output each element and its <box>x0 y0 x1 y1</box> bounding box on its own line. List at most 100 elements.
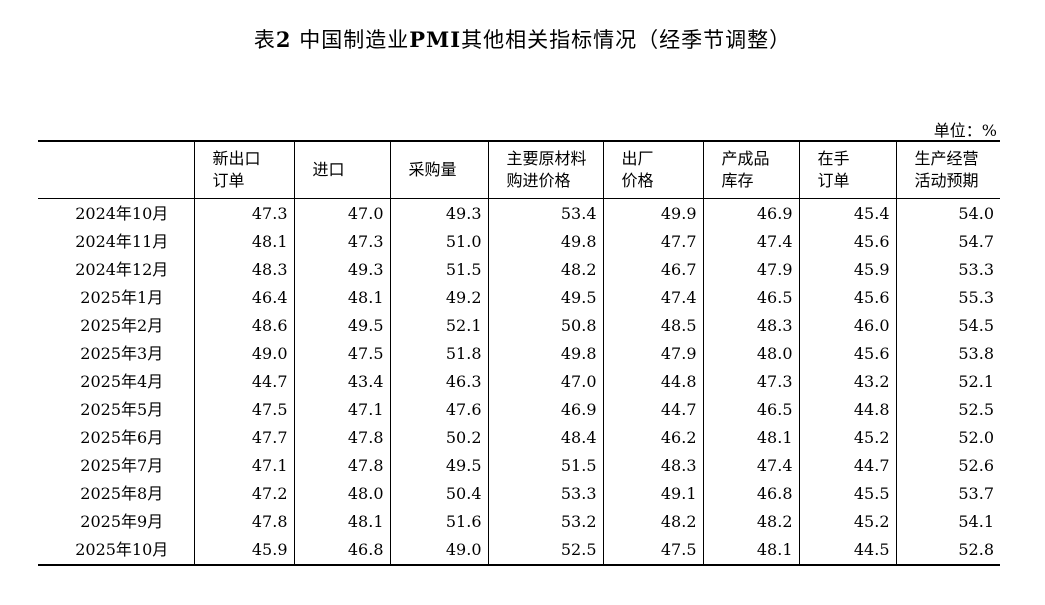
table-cell-value: 45.9 <box>798 256 896 284</box>
table-cell-value: 49.1 <box>602 480 703 508</box>
table-cell-value: 47.8 <box>293 424 390 452</box>
table-cell-value: 47.2 <box>193 480 294 508</box>
table-cell-value: 52.1 <box>389 312 488 340</box>
table-cell-value: 46.5 <box>702 284 799 312</box>
table-row: 2025年8月 47.2 48.0 50.4 53.3 49.1 46.8 45.5 53.7 <box>38 480 1000 508</box>
table-title: 表2 中国制造业PMI其他相关指标情况（经季节调整） <box>0 24 1045 54</box>
table-cell-value: 50.8 <box>487 312 603 340</box>
column-header-line1: 在手 <box>817 149 850 168</box>
column-header: 进口 <box>293 141 390 199</box>
table-cell-value: 51.8 <box>389 340 488 368</box>
table-row: 2024年12月 48.3 49.3 51.5 48.2 46.7 47.9 45.9 53.3 <box>38 256 1000 284</box>
table-cell-value: 49.2 <box>389 284 488 312</box>
table-row: 2025年7月 47.1 47.8 49.5 51.5 48.3 47.4 44.7 52.6 <box>38 452 1000 480</box>
unit-label: 单位：% <box>933 121 997 140</box>
table-cell-value: 48.1 <box>293 284 390 312</box>
table-cell-value: 44.7 <box>602 396 703 424</box>
table-cell-value: 47.4 <box>702 452 799 480</box>
table-cell-value: 44.8 <box>602 368 703 396</box>
title-prefix: 表 <box>253 28 276 52</box>
table-cell-value: 46.7 <box>602 256 703 284</box>
table-row: 2025年10月 45.9 46.8 49.0 52.5 47.5 48.1 44.5 52.8 <box>38 536 1000 565</box>
table-cell-value: 53.7 <box>895 480 1000 508</box>
column-header: 新出口 订单 <box>193 141 294 199</box>
table-cell-value: 53.4 <box>487 198 603 228</box>
column-header-line1: 采购量 <box>408 160 457 179</box>
table-cell-value: 47.7 <box>602 228 703 256</box>
title-suffix: 其他相关指标情况（经季节调整） <box>461 28 792 52</box>
table-cell-value: 48.2 <box>602 508 703 536</box>
table-cell-value: 46.0 <box>798 312 896 340</box>
table-cell-value: 44.7 <box>798 452 896 480</box>
row-month-label: 2025年10月 <box>75 540 169 559</box>
column-header-line2: 活动预期 <box>914 171 979 190</box>
column-header-line1: 新出口 <box>212 149 261 168</box>
table-cell-value: 47.9 <box>602 340 703 368</box>
table-cell-value: 55.3 <box>895 284 1000 312</box>
table-cell-value: 49.3 <box>293 256 390 284</box>
table-cell-value: 47.3 <box>193 198 294 228</box>
row-month-label: 2024年11月 <box>75 232 169 251</box>
table-cell-value: 47.5 <box>293 340 390 368</box>
column-header-line2: 订单 <box>817 171 850 190</box>
table-cell-value: 44.7 <box>193 368 294 396</box>
table-cell-value: 48.2 <box>487 256 603 284</box>
table-cell-value: 49.8 <box>487 340 603 368</box>
table-cell-value: 47.0 <box>293 198 390 228</box>
table-cell-value: 47.0 <box>487 368 603 396</box>
table-cell-value: 47.8 <box>293 452 390 480</box>
column-header-line2: 订单 <box>212 171 245 190</box>
column-header: 在手 订单 <box>798 141 896 199</box>
table-cell-value: 46.3 <box>389 368 488 396</box>
table-body: 2024年10月 47.3 47.0 49.3 53.4 49.9 46.9 45.4 54.0… <box>38 198 1000 565</box>
table-cell-value: 46.8 <box>293 536 390 565</box>
column-header: 采购量 <box>389 141 488 199</box>
row-month-label: 2025年9月 <box>80 512 164 531</box>
header-month-blank <box>38 141 194 199</box>
table-cell-value: 53.3 <box>895 256 1000 284</box>
table-cell-value: 49.0 <box>389 536 488 565</box>
table-cell-value: 44.8 <box>798 396 896 424</box>
table-row: 2025年4月 44.7 43.4 46.3 47.0 44.8 47.3 43.2 52.1 <box>38 368 1000 396</box>
row-month-label: 2025年8月 <box>80 484 164 503</box>
table-cell-value: 48.4 <box>487 424 603 452</box>
table-cell-value: 52.5 <box>487 536 603 565</box>
table-cell-value: 49.9 <box>602 198 703 228</box>
table-cell-value: 47.4 <box>702 228 799 256</box>
row-month-label: 2024年10月 <box>75 204 169 223</box>
table-cell-value: 45.9 <box>193 536 294 565</box>
table-cell-value: 54.5 <box>895 312 1000 340</box>
table-cell-value: 53.2 <box>487 508 603 536</box>
table-cell-value: 49.5 <box>389 452 488 480</box>
table-cell-value: 48.3 <box>702 312 799 340</box>
table-cell-value: 46.8 <box>702 480 799 508</box>
column-header-line1: 产成品 <box>721 149 770 168</box>
column-header-line2: 价格 <box>621 171 654 190</box>
table-row: 2025年2月 48.6 49.5 52.1 50.8 48.5 48.3 46.0 54.5 <box>38 312 1000 340</box>
table-cell-value: 50.4 <box>389 480 488 508</box>
title-abbreviation: PMI <box>409 27 462 52</box>
table-cell-value: 51.5 <box>389 256 488 284</box>
row-month-label: 2025年3月 <box>80 344 164 363</box>
table-cell-value: 48.1 <box>293 508 390 536</box>
table-cell-value: 52.0 <box>895 424 1000 452</box>
table-cell-value: 54.0 <box>895 198 1000 228</box>
table-cell-value: 43.2 <box>798 368 896 396</box>
column-header-line2: 库存 <box>721 171 754 190</box>
table-cell-value: 49.5 <box>293 312 390 340</box>
table-cell-value: 48.0 <box>293 480 390 508</box>
table-cell-value: 47.5 <box>602 536 703 565</box>
table-row: 2024年11月 48.1 47.3 51.0 49.8 47.7 47.4 45.6 54.7 <box>38 228 1000 256</box>
table-cell-value: 48.1 <box>702 424 799 452</box>
table-cell-value: 49.3 <box>389 198 488 228</box>
table-cell-value: 51.6 <box>389 508 488 536</box>
table-cell-value: 47.1 <box>293 396 390 424</box>
table-cell-value: 48.3 <box>602 452 703 480</box>
table-cell-value: 47.3 <box>293 228 390 256</box>
column-header: 主要原材料 购进价格 <box>487 141 603 199</box>
row-month-label: 2025年4月 <box>80 372 164 391</box>
table-cell-value: 48.6 <box>193 312 294 340</box>
table-row: 2025年3月 49.0 47.5 51.8 49.8 47.9 48.0 45.6 53.8 <box>38 340 1000 368</box>
table-cell-value: 49.0 <box>193 340 294 368</box>
